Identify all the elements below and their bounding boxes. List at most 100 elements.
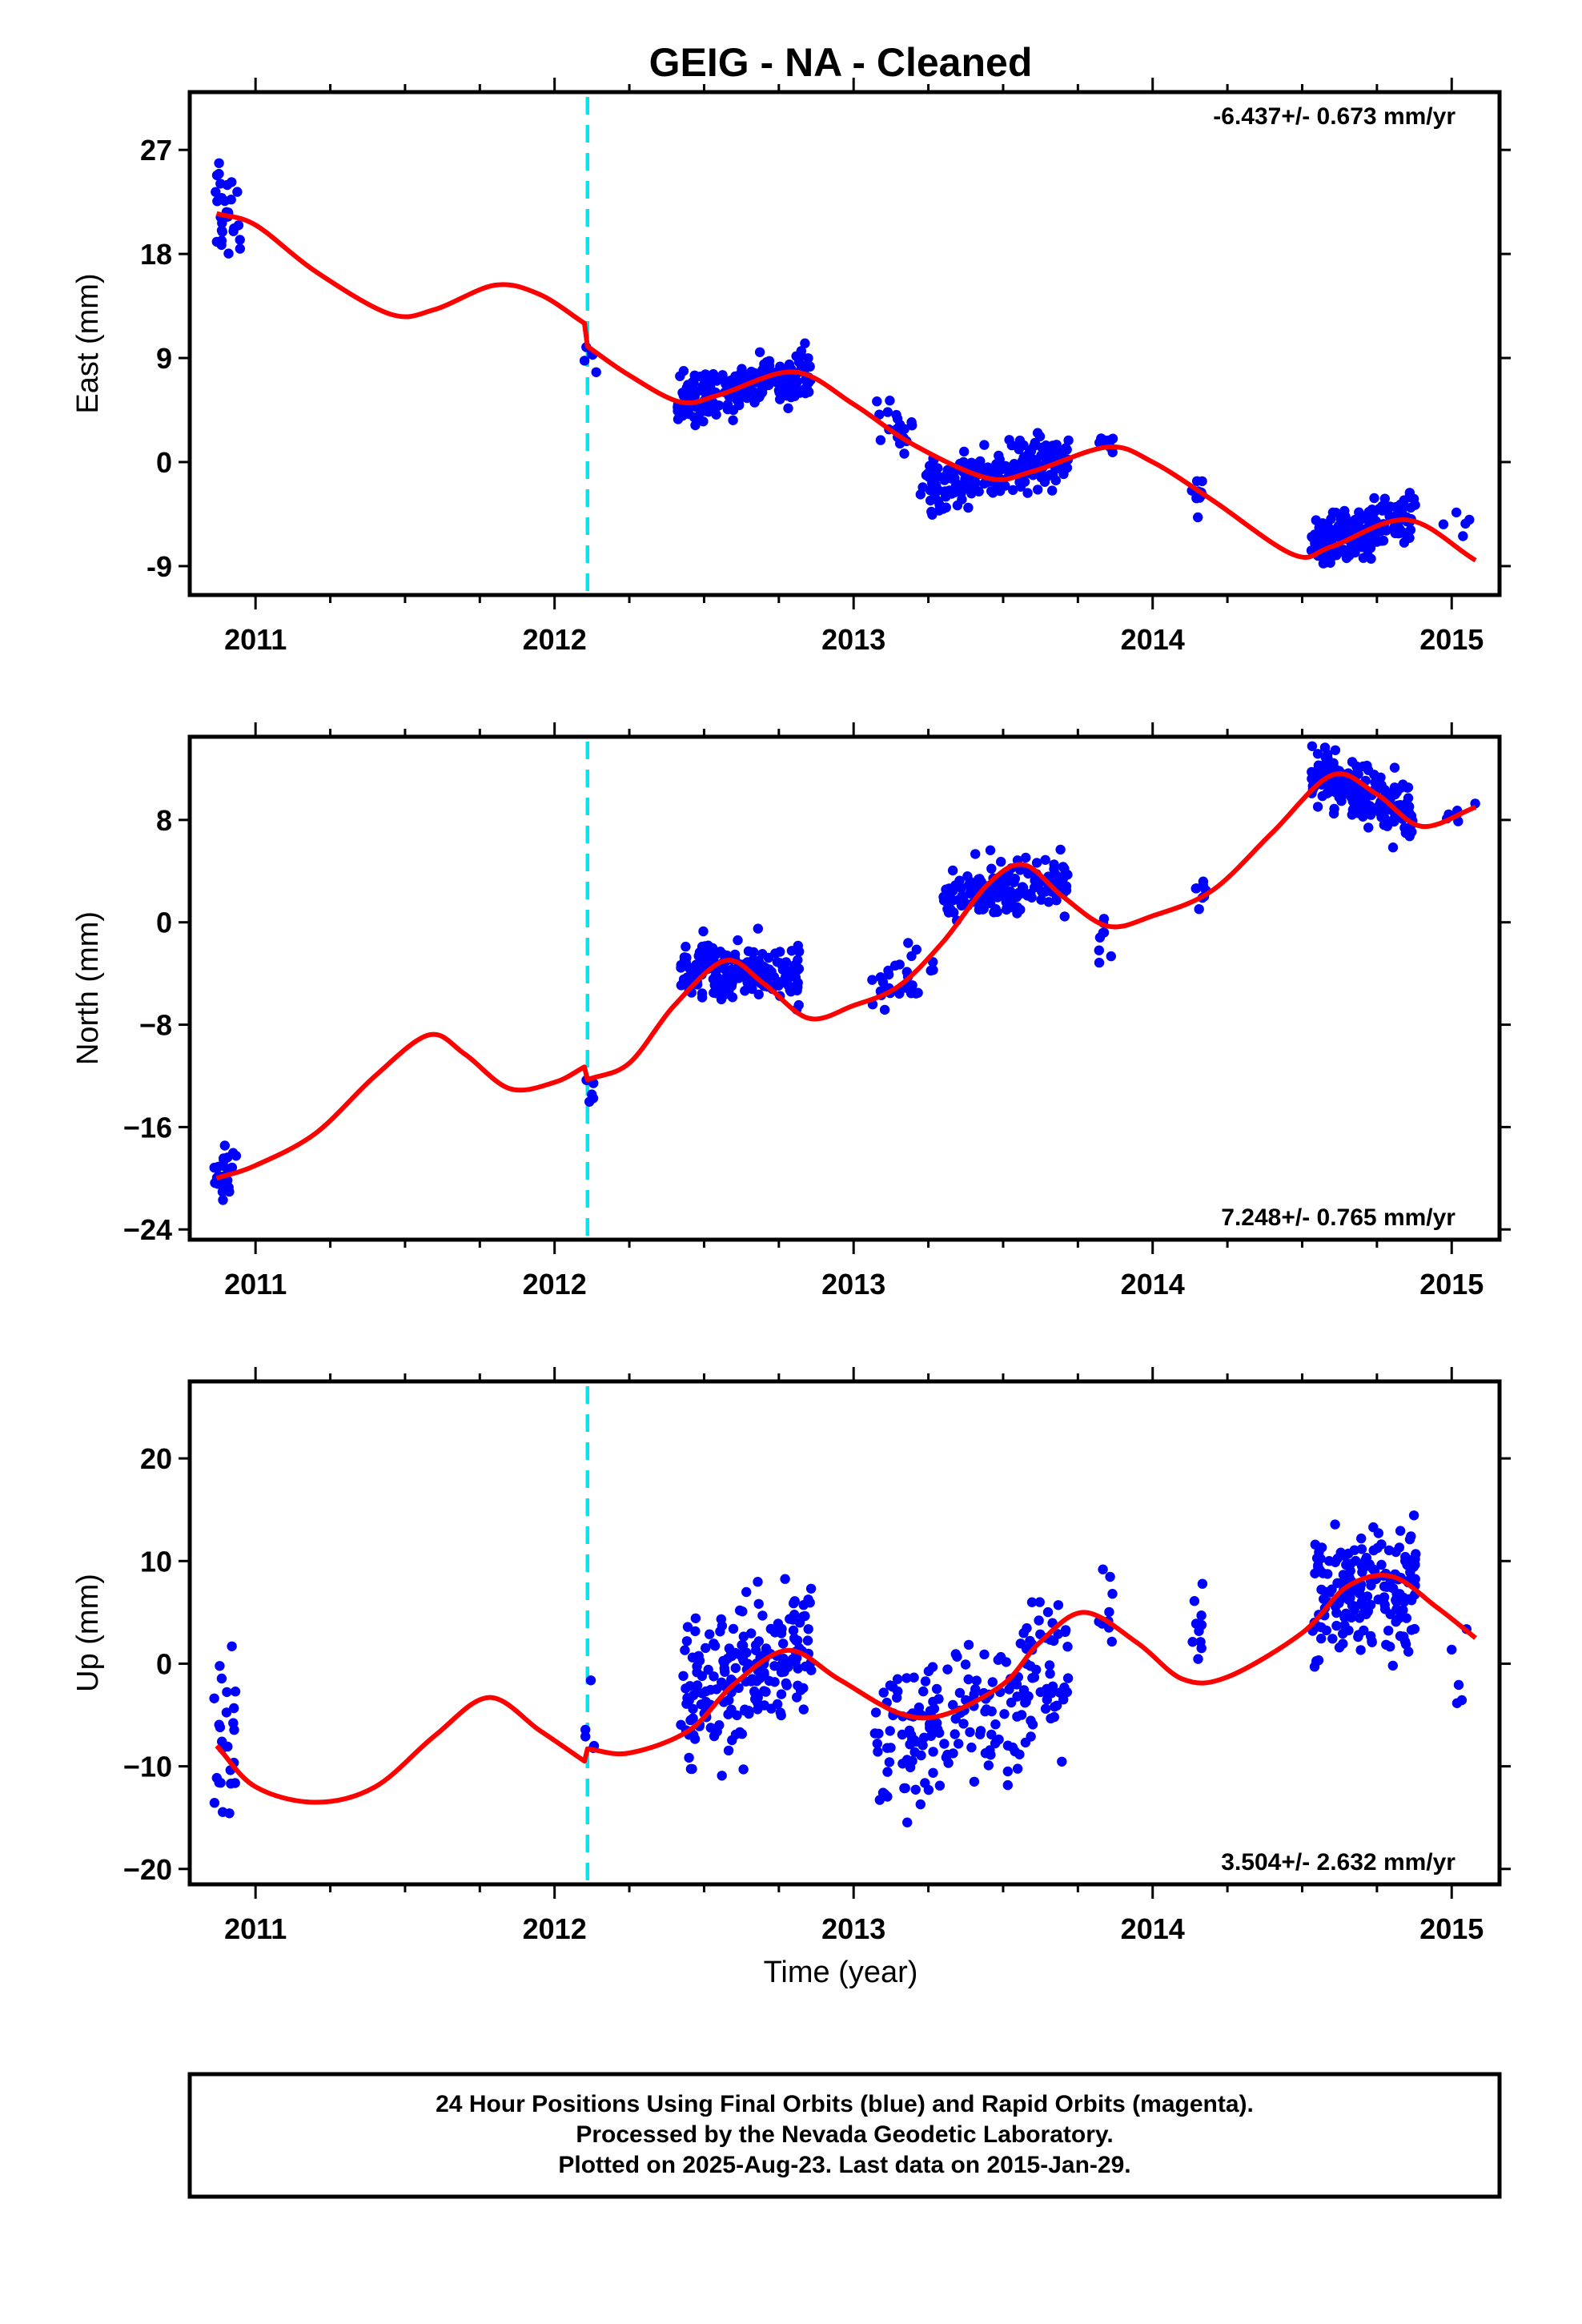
data-point	[1313, 1655, 1324, 1666]
data-point	[211, 1772, 222, 1783]
data-point	[791, 1635, 801, 1647]
x-tick-label: 2013	[821, 1268, 885, 1301]
data-point	[229, 1725, 239, 1735]
data-point	[1059, 1683, 1070, 1693]
data-point	[1369, 493, 1379, 504]
data-point	[970, 849, 981, 859]
data-point	[903, 938, 913, 948]
data-point	[996, 856, 1006, 867]
data-point	[1104, 1606, 1114, 1618]
y-tick-label: 27	[140, 134, 172, 167]
data-point	[584, 1096, 595, 1108]
data-point	[885, 1726, 895, 1736]
data-point	[215, 1661, 225, 1671]
data-point	[1022, 488, 1033, 498]
data-point	[1194, 904, 1204, 915]
data-point	[714, 980, 725, 991]
x-axis-label: Time (year)	[764, 1956, 918, 1989]
data-point	[1098, 914, 1110, 924]
data-point	[1335, 545, 1346, 555]
data-point	[950, 1714, 961, 1724]
data-point	[931, 1683, 942, 1695]
data-point	[1012, 1711, 1022, 1722]
data-point	[720, 989, 730, 999]
data-point	[1334, 792, 1344, 802]
data-point	[887, 1682, 898, 1692]
data-point	[882, 1767, 893, 1777]
data-point	[1062, 1673, 1074, 1683]
data-point	[1356, 1533, 1367, 1544]
data-point	[1045, 1668, 1055, 1679]
data-point	[930, 472, 940, 482]
data-point	[1096, 433, 1106, 444]
data-point	[1341, 1559, 1351, 1570]
data-point	[216, 1673, 227, 1684]
data-point	[949, 907, 959, 918]
data-point	[694, 1655, 705, 1666]
data-point	[1106, 1636, 1118, 1647]
data-point	[986, 1706, 997, 1717]
data-point	[721, 376, 731, 388]
data-point	[1032, 428, 1043, 438]
data-point	[1333, 521, 1344, 531]
data-point	[800, 338, 810, 348]
data-point	[938, 895, 950, 906]
data-point	[1318, 518, 1328, 529]
x-tick-label: 2015	[1419, 623, 1484, 656]
data-point	[231, 1151, 242, 1161]
y-tick-label: 8	[156, 804, 172, 837]
data-point	[753, 923, 763, 934]
data-point	[738, 1764, 749, 1775]
data-point	[869, 1728, 881, 1739]
data-point	[946, 887, 957, 899]
data-point	[750, 1694, 761, 1704]
data-point	[1339, 1612, 1350, 1622]
x-tick-label: 2011	[224, 623, 287, 656]
x-tick-label: 2013	[821, 1912, 885, 1945]
data-point	[957, 891, 967, 902]
data-point	[906, 1730, 917, 1740]
data-point	[987, 1677, 998, 1687]
rate-label: 3.504+/- 2.632 mm/yr	[1221, 1849, 1456, 1876]
data-point	[982, 467, 993, 477]
y-axis-label: North (mm)	[71, 911, 105, 1065]
data-point	[721, 980, 733, 991]
data-point	[757, 949, 768, 959]
data-point	[1350, 547, 1360, 558]
data-point	[1385, 1609, 1395, 1619]
data-point	[1058, 862, 1069, 872]
data-point	[1338, 1577, 1348, 1587]
data-point	[959, 446, 970, 457]
footer-line-2: Processed by the Nevada Geodetic Laborat…	[576, 2121, 1113, 2148]
data-point	[1314, 1547, 1324, 1558]
data-point	[999, 1709, 1010, 1719]
data-point	[804, 377, 814, 388]
data-point	[209, 1162, 219, 1173]
data-point	[800, 1610, 810, 1622]
data-point	[737, 1640, 749, 1651]
data-point	[1399, 800, 1411, 810]
data-point	[730, 1663, 741, 1674]
data-point	[717, 1677, 727, 1687]
data-point	[679, 954, 690, 965]
data-point	[993, 1655, 1004, 1665]
data-point	[682, 1693, 693, 1703]
data-point	[753, 1704, 763, 1715]
data-point	[939, 1739, 950, 1749]
data-point	[1394, 508, 1404, 518]
data-point	[1338, 1638, 1348, 1649]
data-point	[892, 1674, 903, 1684]
data-point	[1187, 1637, 1198, 1647]
data-point	[1460, 518, 1471, 529]
data-point	[943, 1758, 954, 1768]
data-point	[1012, 902, 1023, 913]
data-point	[1006, 1697, 1017, 1708]
rate-label: -6.437+/- 0.673 mm/yr	[1213, 103, 1456, 130]
data-point	[872, 396, 882, 407]
data-point	[730, 1647, 741, 1659]
data-point	[211, 187, 221, 197]
data-point	[1324, 1556, 1335, 1566]
data-point	[591, 367, 601, 377]
data-point	[223, 248, 234, 259]
data-point	[882, 1791, 893, 1802]
